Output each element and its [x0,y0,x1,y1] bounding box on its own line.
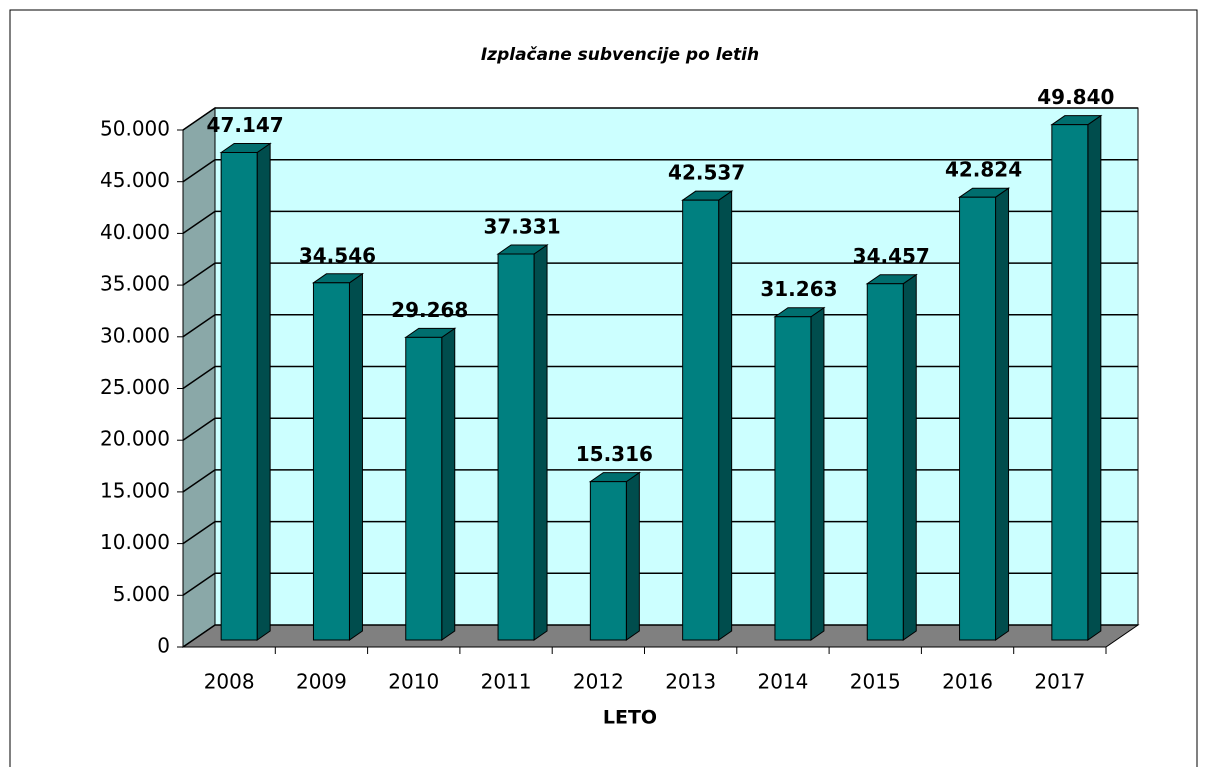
bar [497,253,535,641]
x-tick-label: 2010 [388,670,439,694]
grid-line [182,107,1138,131]
value-label: 34.457 [853,244,930,268]
y-tick-label: 45.000 [100,168,170,192]
x-tick-label: 2015 [850,670,901,694]
x-tick-label: 2016 [942,670,993,694]
value-label: 29.268 [391,298,468,322]
value-label: 42.537 [668,161,745,185]
x-tick-label: 2013 [665,670,716,694]
grid-line [182,210,1138,235]
grid-line [182,469,1138,493]
x-axis-title: LETO [603,707,657,729]
bar-side [441,327,456,641]
bar-side [625,471,640,641]
bar [220,152,258,641]
grid-line [182,624,1138,648]
value-label: 42.824 [945,158,1022,182]
grid-line [182,262,1138,286]
value-label: 34.546 [299,243,376,267]
value-label: 47.147 [207,113,284,137]
grid-line [182,158,1138,183]
y-tick-label: 50.000 [100,117,170,141]
bar [312,282,350,641]
value-label: 37.331 [483,214,560,238]
bar [774,316,812,641]
y-tick-label: 40.000 [100,220,170,244]
x-tick-label: 2009 [296,670,347,694]
bar [866,283,904,641]
y-tick-label: 5.000 [113,582,170,606]
value-label: 15.316 [576,442,653,466]
bar-side [1087,114,1102,641]
y-tick-label: 35.000 [100,272,170,296]
bar-side [718,190,733,641]
y-tick-label: 0 [157,634,170,658]
bar [405,336,443,641]
x-tick-label: 2011 [481,670,532,694]
bar-side [902,273,917,641]
bar-side [256,142,271,641]
bar [589,481,627,641]
grid-line [182,314,1138,338]
x-tick-label: 2008 [204,670,255,694]
bar [1051,124,1089,641]
y-tick-label: 15.000 [100,478,170,502]
value-label: 49.840 [1037,85,1114,109]
y-tick-label: 30.000 [100,323,170,347]
bar-side [810,306,825,641]
chart-title: Izplačane subvencije po letih [481,45,759,65]
bar-side [348,272,363,641]
y-tick-label: 20.000 [100,427,170,451]
grid-line [182,417,1138,441]
y-tick-label: 10.000 [100,530,170,554]
grid-line [182,572,1138,596]
grid-line [182,365,1138,390]
grid-line [182,520,1138,545]
bar-side [533,244,548,641]
bar-side [995,187,1010,641]
x-tick-label: 2012 [573,670,624,694]
bar [682,199,720,641]
x-tick-label: 2014 [757,670,808,694]
y-tick-label: 25.000 [100,375,170,399]
value-label: 31.263 [760,277,837,301]
x-tick-label: 2017 [1034,670,1085,694]
bar [959,196,997,641]
